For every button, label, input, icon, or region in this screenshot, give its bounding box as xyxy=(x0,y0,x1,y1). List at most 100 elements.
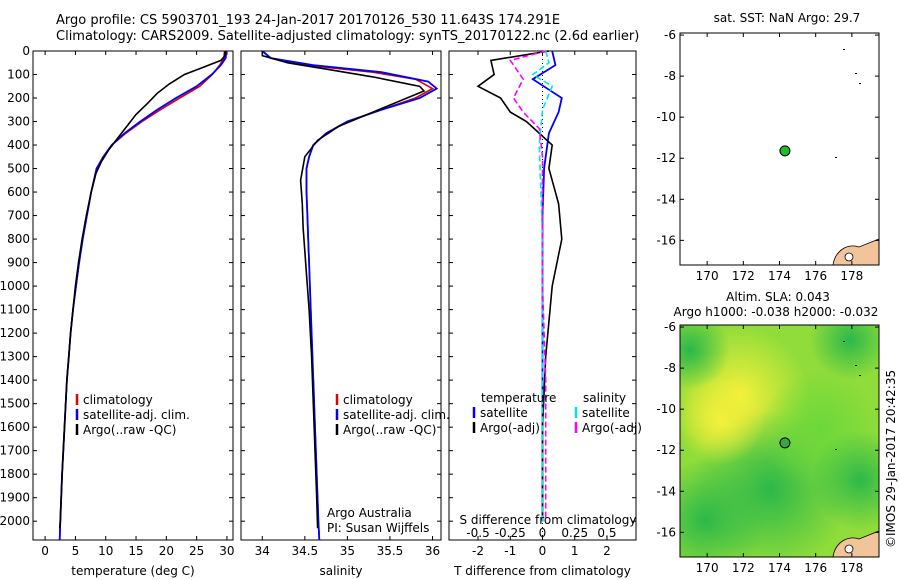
depth-tick-label: 1400 xyxy=(0,373,30,387)
sst_map-ytick-label: -8 xyxy=(664,69,676,83)
sst_map-xtick-label: 176 xyxy=(804,269,827,283)
salinity-xtick-label: 36 xyxy=(425,544,440,558)
sst_map-ytick-label: -6 xyxy=(664,28,676,42)
temperature-xtick-label: 10 xyxy=(98,544,113,558)
sst_map-xtick-label: 172 xyxy=(732,269,755,283)
imos-credit: ©IMOS 29-Jan-2017 20:42:35 xyxy=(884,369,898,548)
difference-legend-label-2: satellite xyxy=(582,406,630,420)
depth-tick-label: 0 xyxy=(22,44,30,58)
sst_map-islet-1 xyxy=(855,73,857,74)
salinity-annotation-line1: Argo Australia xyxy=(327,506,412,520)
difference-xtick-label: 0 xyxy=(539,544,547,558)
depth-tick-label: 1100 xyxy=(0,303,30,317)
sst_map-islet-3 xyxy=(859,83,861,84)
sla-heat-blob-6 xyxy=(680,375,765,465)
depth-tick-label: 1300 xyxy=(0,350,30,364)
sla_map-xtick-label: 170 xyxy=(696,561,719,575)
depth-tick-label: 1900 xyxy=(0,491,30,505)
salinity-annotation-line2: PI: Susan Wijffels xyxy=(327,521,429,535)
salinity-xtick-label: 34.5 xyxy=(291,544,318,558)
series-layer xyxy=(58,50,791,541)
climatology-title: Climatology: CARS2009. Satellite-adjuste… xyxy=(56,29,640,44)
salinity-legend-label-1: satellite-adj. clim. xyxy=(343,408,450,422)
difference-stick-label: 0.5 xyxy=(597,526,616,540)
salinity-series-0 xyxy=(261,50,435,541)
sst-argo-point xyxy=(779,145,791,157)
difference-stick-label: 0 xyxy=(539,526,547,540)
temperature-xtick-label: 0 xyxy=(41,544,49,558)
difference-legend-label-0: satellite xyxy=(480,406,528,420)
sst_map-islet-2 xyxy=(835,157,837,158)
temperature-xtick-label: 15 xyxy=(128,544,143,558)
temperature-xtick-label: 20 xyxy=(159,544,174,558)
difference-series-2 xyxy=(531,50,554,522)
sla_map-xtick-label: 174 xyxy=(768,561,791,575)
depth-tick-label: 300 xyxy=(7,115,30,129)
difference-stick-label: -0.5 xyxy=(466,526,489,540)
sla_map-land-island xyxy=(844,544,854,554)
sla-heatmap xyxy=(680,325,879,557)
salinity-xtick-label: 35 xyxy=(340,544,355,558)
sla_map-ytick-label: -10 xyxy=(656,402,676,416)
sst_map-ytick-label: -16 xyxy=(656,233,676,247)
depth-tick-label: 1000 xyxy=(0,279,30,293)
difference-series-3 xyxy=(508,50,547,522)
sst_map-xtick-label: 178 xyxy=(840,269,863,283)
salinity-xtick-label: 35.5 xyxy=(377,544,404,558)
depth-tick-label: 600 xyxy=(7,185,30,199)
sla_map-ytick-label: -16 xyxy=(656,525,676,539)
sla-heat-blob-1 xyxy=(680,325,730,390)
depth-tick-label: 200 xyxy=(7,91,30,105)
difference-xtick-label: 1 xyxy=(571,544,579,558)
sst-map-title: sat. SST: NaN Argo: 29.7 xyxy=(714,11,861,25)
difference-legend-label-3: Argo(-adj) xyxy=(582,421,642,435)
salinity-legend-label-2: Argo(..raw -QC) xyxy=(343,423,436,437)
salinity-frame xyxy=(240,50,442,541)
depth-tick-label: 400 xyxy=(7,138,30,152)
salinity-legend-label-0: climatology xyxy=(343,393,413,407)
depth-tick-label: 500 xyxy=(7,162,30,176)
depth-tick-label: 100 xyxy=(7,68,30,82)
difference-xtick-label: -1 xyxy=(504,544,516,558)
salinity-xtick-label: 34 xyxy=(255,544,270,558)
sla-map-title-line1: Altim. SLA: 0.043 xyxy=(726,290,830,304)
sla_map-xtick-label: 176 xyxy=(804,561,827,575)
difference-stick-label: 0.25 xyxy=(561,526,588,540)
temperature-xtick-label: 25 xyxy=(189,544,204,558)
sst_map-ytick-label: -10 xyxy=(656,110,676,124)
sla_map-islet-2 xyxy=(835,449,837,450)
salinity-series-1 xyxy=(261,50,439,541)
salinity-xlabel: salinity xyxy=(319,564,362,578)
sla_map-xtick-label: 178 xyxy=(840,561,863,575)
sst_map-islet-0 xyxy=(843,49,845,50)
sla_map-ytick-label: -12 xyxy=(656,443,676,457)
difference-xlabel-top: S difference from climatology xyxy=(460,513,637,527)
sla-heat-blob-2 xyxy=(810,325,879,380)
temperature-xtick-label: 30 xyxy=(219,544,234,558)
sla-argo-point xyxy=(779,437,791,449)
salinity-series-2 xyxy=(261,51,426,529)
temperature-xtick-label: 5 xyxy=(72,544,80,558)
temperature-legend-label-1: satellite-adj. clim. xyxy=(83,408,190,422)
temperature-series-1 xyxy=(58,50,228,541)
depth-tick-label: 900 xyxy=(7,256,30,270)
sst_map-ytick-label: -12 xyxy=(656,151,676,165)
depth-tick-label: 1200 xyxy=(0,326,30,340)
temperature-series-2 xyxy=(58,51,226,529)
difference-legend-header-salinity: salinity xyxy=(583,391,626,405)
sla_map-islet-3 xyxy=(859,375,861,376)
difference-series-0 xyxy=(531,50,563,522)
sst_map-frame xyxy=(679,32,880,266)
difference-xtick-label: 2 xyxy=(603,544,611,558)
sst_map-land-fiji xyxy=(832,238,880,266)
sla_map-xtick-label: 172 xyxy=(732,561,755,575)
temperature-series-0 xyxy=(58,50,226,541)
depth-tick-label: 1500 xyxy=(0,397,30,411)
sst_map-xtick-label: 170 xyxy=(696,269,719,283)
sst_map-ytick-label: -14 xyxy=(656,192,676,206)
sst_map-xtick-label: 174 xyxy=(768,269,791,283)
temperature-frame xyxy=(32,50,234,541)
depth-tick-label: 1800 xyxy=(0,467,30,481)
sla-map-title-line2: Argo h1000: -0.038 h2000: -0.032 xyxy=(674,305,879,319)
